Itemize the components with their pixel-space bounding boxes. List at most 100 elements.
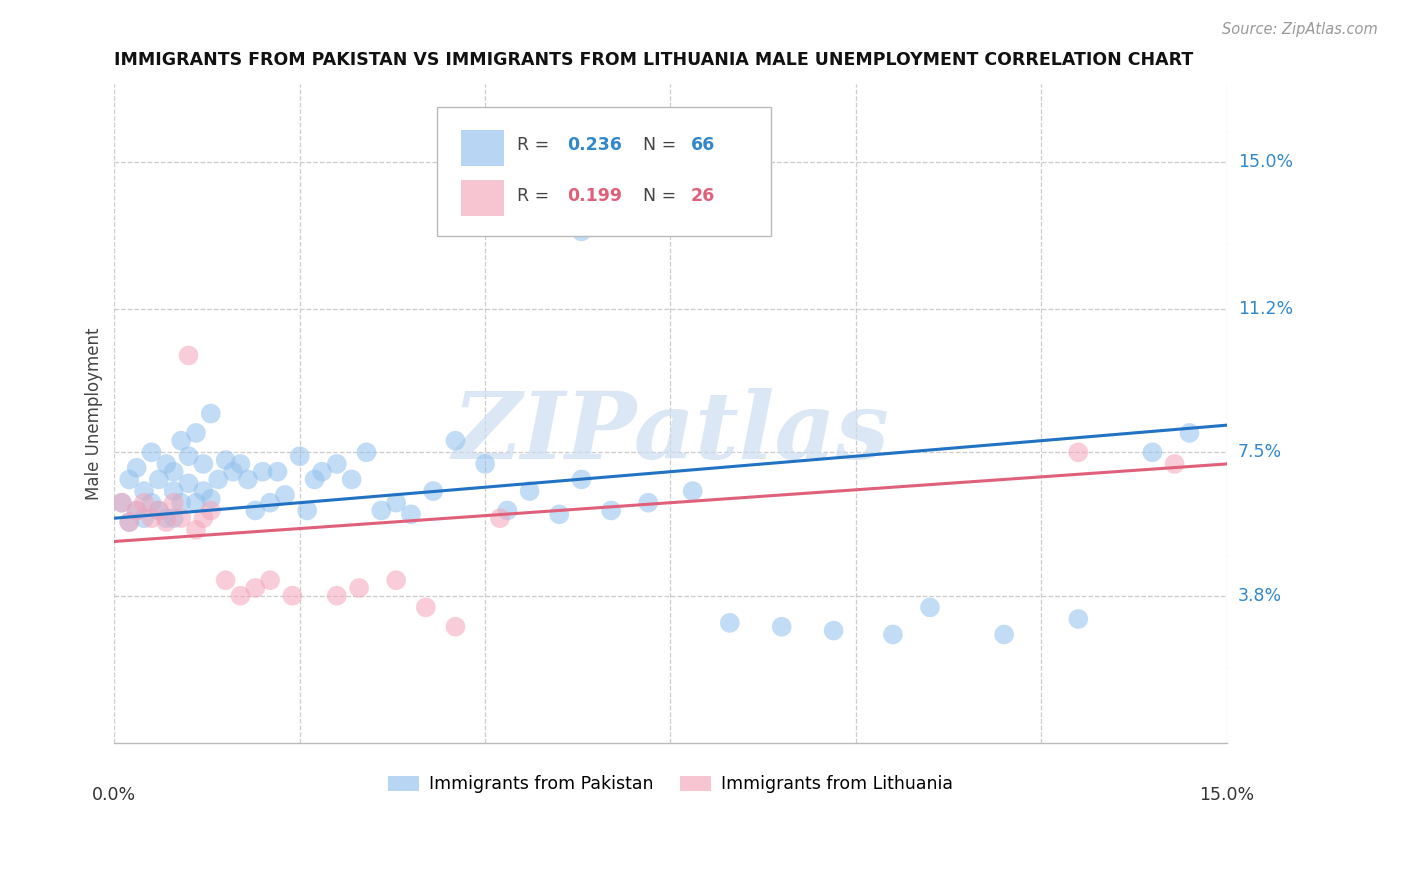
Point xyxy=(770,620,793,634)
Text: 26: 26 xyxy=(690,187,714,205)
Point xyxy=(177,348,200,362)
Point xyxy=(222,465,245,479)
Text: R =: R = xyxy=(517,187,555,205)
Point xyxy=(295,503,318,517)
Point xyxy=(184,523,207,537)
Point xyxy=(496,503,519,517)
Point xyxy=(370,503,392,517)
Point xyxy=(193,511,215,525)
Point xyxy=(245,581,267,595)
Text: 0.0%: 0.0% xyxy=(93,786,136,804)
FancyBboxPatch shape xyxy=(461,179,503,216)
Point xyxy=(1178,425,1201,440)
Point xyxy=(148,472,170,486)
Point xyxy=(132,511,155,525)
FancyBboxPatch shape xyxy=(437,107,770,235)
Point xyxy=(170,496,193,510)
Point xyxy=(281,589,304,603)
Point xyxy=(236,472,259,486)
Point xyxy=(356,445,378,459)
Point xyxy=(882,627,904,641)
Point xyxy=(177,449,200,463)
Text: 0.236: 0.236 xyxy=(567,136,621,153)
Point xyxy=(571,224,593,238)
Text: 15.0%: 15.0% xyxy=(1237,153,1292,170)
Point xyxy=(682,484,704,499)
Point xyxy=(184,496,207,510)
Point xyxy=(111,496,134,510)
Point xyxy=(118,472,141,486)
Point xyxy=(304,472,326,486)
Point xyxy=(170,434,193,448)
Text: 15.0%: 15.0% xyxy=(1199,786,1254,804)
Point xyxy=(163,484,186,499)
Point xyxy=(422,484,444,499)
Point xyxy=(155,457,177,471)
Point xyxy=(229,589,252,603)
Legend: Immigrants from Pakistan, Immigrants from Lithuania: Immigrants from Pakistan, Immigrants fro… xyxy=(381,768,960,800)
Point xyxy=(444,620,467,634)
Text: Source: ZipAtlas.com: Source: ZipAtlas.com xyxy=(1222,22,1378,37)
Point xyxy=(600,503,623,517)
Point xyxy=(1067,445,1090,459)
Point xyxy=(311,465,333,479)
Point xyxy=(274,488,297,502)
Point xyxy=(245,503,267,517)
Point xyxy=(1142,445,1164,459)
Point xyxy=(184,425,207,440)
Text: 0.199: 0.199 xyxy=(567,187,621,205)
Point xyxy=(444,434,467,448)
Y-axis label: Male Unemployment: Male Unemployment xyxy=(86,327,103,500)
Point xyxy=(718,615,741,630)
Point xyxy=(326,457,349,471)
Point xyxy=(1067,612,1090,626)
Text: 11.2%: 11.2% xyxy=(1237,300,1292,318)
Point xyxy=(519,484,541,499)
Text: N =: N = xyxy=(643,187,682,205)
Point xyxy=(214,573,236,587)
Text: N =: N = xyxy=(643,136,682,153)
Point xyxy=(148,503,170,517)
Text: 3.8%: 3.8% xyxy=(1237,587,1282,605)
Point xyxy=(259,573,281,587)
Point xyxy=(993,627,1015,641)
Point xyxy=(163,511,186,525)
Point xyxy=(326,589,349,603)
Point xyxy=(288,449,311,463)
Point xyxy=(163,465,186,479)
Point xyxy=(259,496,281,510)
Text: 7.5%: 7.5% xyxy=(1237,443,1282,461)
Point xyxy=(148,503,170,517)
Point xyxy=(399,508,422,522)
Point xyxy=(193,484,215,499)
Point xyxy=(177,476,200,491)
Point xyxy=(266,465,288,479)
Point xyxy=(141,511,163,525)
Point xyxy=(155,515,177,529)
Point xyxy=(1163,457,1185,471)
Point xyxy=(141,445,163,459)
Point xyxy=(118,515,141,529)
Point xyxy=(252,465,274,479)
Point xyxy=(489,511,512,525)
Point xyxy=(118,515,141,529)
Text: ZIPatlas: ZIPatlas xyxy=(451,388,889,478)
Point xyxy=(111,496,134,510)
Point xyxy=(637,496,659,510)
Point xyxy=(918,600,941,615)
Text: 66: 66 xyxy=(690,136,714,153)
Point xyxy=(385,573,408,587)
Point xyxy=(132,484,155,499)
Point xyxy=(193,457,215,471)
Point xyxy=(200,491,222,506)
Point xyxy=(548,508,571,522)
Point xyxy=(125,503,148,517)
Point xyxy=(474,457,496,471)
FancyBboxPatch shape xyxy=(461,130,503,167)
Point xyxy=(823,624,845,638)
Point xyxy=(340,472,363,486)
Point xyxy=(229,457,252,471)
Point xyxy=(207,472,229,486)
Point xyxy=(347,581,370,595)
Point xyxy=(200,407,222,421)
